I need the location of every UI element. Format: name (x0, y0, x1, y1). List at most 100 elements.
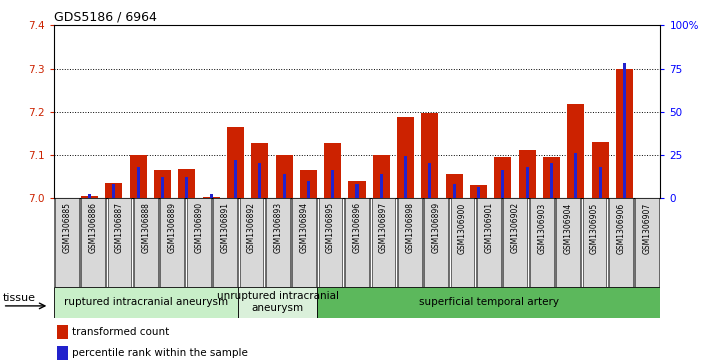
Text: GSM1306888: GSM1306888 (141, 202, 151, 253)
FancyBboxPatch shape (345, 198, 369, 287)
Text: GSM1306907: GSM1306907 (643, 202, 652, 253)
Bar (56, 325, 68, 339)
Bar (251, 143, 268, 198)
Bar (331, 170, 334, 198)
Text: GSM1306900: GSM1306900 (458, 202, 467, 253)
Bar (550, 163, 553, 198)
Text: GSM1306897: GSM1306897 (379, 202, 388, 253)
FancyBboxPatch shape (266, 198, 290, 287)
Text: ruptured intracranial aneurysm: ruptured intracranial aneurysm (64, 297, 228, 307)
Text: GSM1306906: GSM1306906 (616, 202, 625, 253)
Bar (470, 185, 487, 198)
Bar (258, 163, 261, 198)
Text: GSM1306886: GSM1306886 (89, 202, 98, 253)
Bar (300, 170, 317, 198)
Bar (136, 167, 140, 198)
Bar (591, 142, 608, 198)
FancyBboxPatch shape (54, 287, 238, 318)
Bar (567, 104, 584, 198)
Text: GSM1306899: GSM1306899 (432, 202, 441, 253)
Bar (446, 174, 463, 198)
Bar (428, 163, 431, 198)
FancyBboxPatch shape (161, 198, 184, 287)
FancyBboxPatch shape (318, 198, 343, 287)
Text: GSM1306901: GSM1306901 (484, 202, 493, 253)
Text: GSM1306902: GSM1306902 (511, 202, 520, 253)
FancyBboxPatch shape (609, 198, 633, 287)
Bar (178, 168, 196, 198)
Bar (356, 184, 358, 198)
Text: GSM1306903: GSM1306903 (537, 202, 546, 253)
Bar (453, 184, 456, 198)
Bar (276, 155, 293, 198)
Bar (477, 187, 480, 198)
Bar (56, 346, 68, 360)
Bar (324, 143, 341, 198)
Bar (348, 181, 366, 198)
FancyBboxPatch shape (81, 198, 105, 287)
Bar (404, 156, 407, 198)
Bar (307, 180, 310, 198)
FancyBboxPatch shape (108, 198, 131, 287)
FancyBboxPatch shape (503, 198, 527, 287)
Bar (283, 174, 286, 198)
FancyBboxPatch shape (187, 198, 211, 287)
FancyBboxPatch shape (530, 198, 553, 287)
Text: GSM1306891: GSM1306891 (221, 202, 230, 253)
FancyBboxPatch shape (318, 287, 660, 318)
Bar (501, 170, 504, 198)
Text: GSM1306885: GSM1306885 (62, 202, 71, 253)
Text: percentile rank within the sample: percentile rank within the sample (71, 348, 248, 358)
Text: GSM1306892: GSM1306892 (247, 202, 256, 253)
FancyBboxPatch shape (424, 198, 448, 287)
Text: tissue: tissue (3, 294, 36, 303)
Text: GSM1306896: GSM1306896 (353, 202, 361, 253)
Text: GSM1306887: GSM1306887 (115, 202, 124, 253)
Bar (421, 113, 438, 198)
Bar (373, 155, 390, 198)
Bar (494, 157, 511, 198)
FancyBboxPatch shape (292, 198, 316, 287)
FancyBboxPatch shape (213, 198, 237, 287)
Bar (106, 183, 123, 198)
Bar (203, 197, 220, 198)
Bar (526, 167, 528, 198)
FancyBboxPatch shape (134, 198, 158, 287)
Bar (598, 167, 602, 198)
Bar (380, 174, 383, 198)
Text: GSM1306893: GSM1306893 (273, 202, 282, 253)
Text: GSM1306889: GSM1306889 (168, 202, 177, 253)
Bar (112, 184, 116, 198)
FancyBboxPatch shape (238, 287, 318, 318)
Bar (234, 160, 237, 198)
FancyBboxPatch shape (398, 198, 422, 287)
Text: GSM1306904: GSM1306904 (563, 202, 573, 253)
Bar (154, 170, 171, 198)
Bar (88, 195, 91, 198)
Bar (81, 196, 98, 198)
Bar (397, 117, 414, 198)
FancyBboxPatch shape (477, 198, 501, 287)
Bar (130, 155, 147, 198)
Text: unruptured intracranial
aneurysm: unruptured intracranial aneurysm (217, 291, 339, 313)
Bar (518, 150, 536, 198)
FancyBboxPatch shape (451, 198, 474, 287)
FancyBboxPatch shape (635, 198, 659, 287)
Text: GDS5186 / 6964: GDS5186 / 6964 (54, 11, 156, 24)
Text: GSM1306895: GSM1306895 (326, 202, 335, 253)
Bar (543, 157, 560, 198)
Text: GSM1306898: GSM1306898 (406, 202, 414, 253)
FancyBboxPatch shape (556, 198, 580, 287)
FancyBboxPatch shape (55, 198, 79, 287)
Bar (227, 127, 244, 198)
Bar (574, 153, 578, 198)
Bar (186, 177, 188, 198)
Text: GSM1306894: GSM1306894 (300, 202, 308, 253)
Bar (616, 69, 633, 198)
FancyBboxPatch shape (240, 198, 263, 287)
Bar (161, 177, 164, 198)
FancyBboxPatch shape (371, 198, 396, 287)
Bar (210, 195, 213, 198)
Text: transformed count: transformed count (71, 327, 169, 337)
FancyBboxPatch shape (583, 198, 606, 287)
